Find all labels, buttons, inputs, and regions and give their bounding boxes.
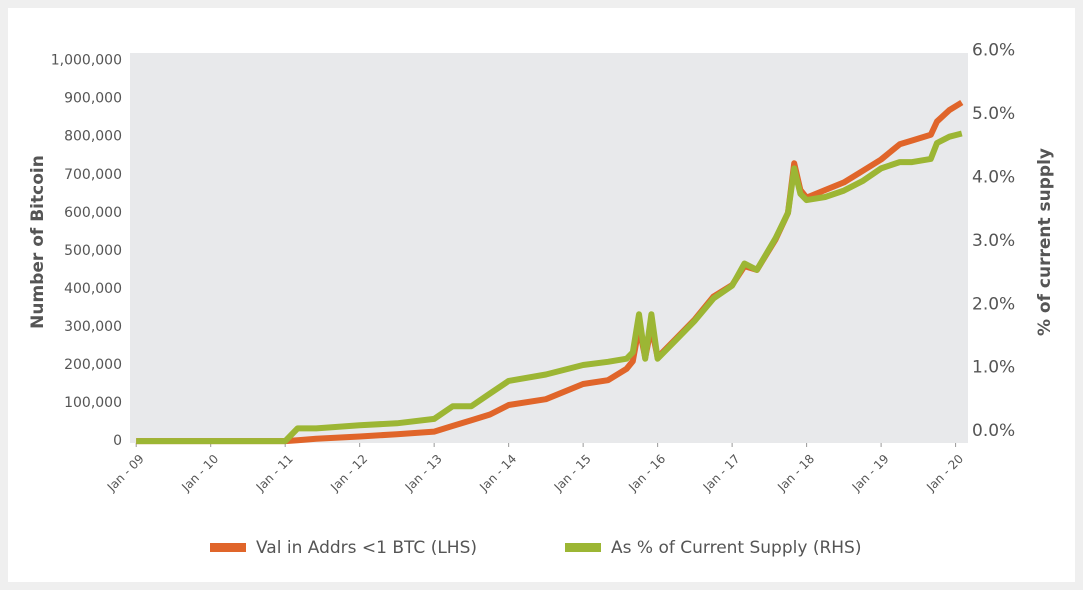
- y2-tick-label: 4.0%: [972, 167, 1015, 187]
- y-tick-label: 0: [113, 433, 122, 449]
- y-axis-label: Number of Bitcoin: [28, 155, 48, 329]
- y-tick-label: 500,000: [64, 243, 122, 259]
- y-tick-label: 200,000: [64, 357, 122, 373]
- y2-tick-label: 1.0%: [972, 358, 1015, 378]
- legend-label: Val in Addrs <1 BTC (LHS): [256, 538, 477, 558]
- plot-area: [130, 53, 968, 443]
- y-tick-label: 700,000: [64, 167, 122, 183]
- y2-tick-label: 5.0%: [972, 104, 1015, 124]
- y-tick-label: 600,000: [64, 205, 122, 221]
- y2-tick-label: 2.0%: [972, 294, 1015, 314]
- y2-tick-label: 6.0%: [972, 41, 1015, 61]
- legend-label: As % of Current Supply (RHS): [611, 538, 861, 558]
- y-tick-label: 1,000,000: [51, 53, 122, 69]
- y-tick-label: 900,000: [64, 91, 122, 107]
- y-tick-label: 400,000: [64, 281, 122, 297]
- y2-axis-label: % of current supply: [1035, 148, 1055, 336]
- y-tick-label: 100,000: [64, 395, 122, 411]
- series-line: [136, 130, 963, 445]
- y-tick-label: 300,000: [64, 319, 122, 335]
- legend-swatch: [210, 543, 246, 552]
- y2-tick-label: 3.0%: [972, 231, 1015, 251]
- y-tick-label: 800,000: [64, 129, 122, 145]
- y2-tick-label: 0.0%: [972, 421, 1015, 441]
- legend-swatch: [565, 543, 601, 552]
